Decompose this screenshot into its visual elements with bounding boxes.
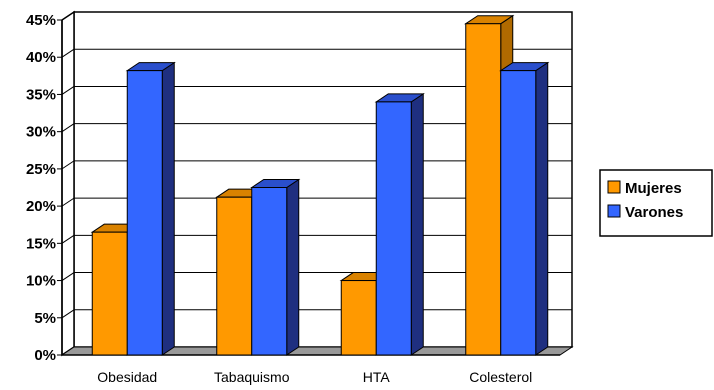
y-tick-label: 20% — [26, 198, 56, 215]
gridline-depth — [61, 86, 75, 95]
legend-label-varones: Varones — [625, 204, 683, 221]
y-tick-label: 5% — [34, 310, 56, 327]
legend-swatch-mujeres — [607, 180, 621, 194]
x-tick-label: Obesidad — [97, 369, 157, 385]
y-tick-label: 0% — [34, 347, 56, 364]
gridline-depth — [61, 309, 75, 319]
bar-varones-tabaquismo — [251, 187, 288, 356]
bar-varones-obesidad — [126, 70, 163, 356]
gridline-depth — [61, 48, 75, 58]
bar-mujeres-obesidad — [91, 231, 128, 356]
bar-mujeres-colesterol — [465, 23, 502, 356]
legend-label-mujeres: Mujeres — [625, 180, 682, 197]
y-tick-label: 30% — [26, 124, 56, 141]
y-tick-label: 15% — [26, 235, 56, 252]
y-tick-label: 35% — [26, 86, 56, 103]
y-tick-label: 40% — [26, 49, 56, 66]
bar-mujeres-tabaquismo — [216, 196, 253, 356]
bar-side — [410, 92, 424, 356]
gridline-depth — [61, 234, 75, 244]
gridline-depth — [61, 123, 75, 133]
gridline-depth — [61, 160, 75, 170]
x-tick-label: Tabaquismo — [214, 369, 290, 385]
bar-side — [535, 61, 549, 356]
x-tick-label: Colesterol — [469, 369, 532, 385]
y-tick-label: 45% — [26, 12, 56, 29]
bar-varones-colesterol — [500, 70, 537, 356]
bar-side — [161, 61, 175, 356]
gridline-depth — [61, 11, 75, 21]
bar-side — [286, 178, 300, 356]
plot-side-wall — [61, 10, 75, 357]
x-tick-label: HTA — [363, 369, 391, 385]
gridline-depth — [61, 272, 75, 281]
legend-swatch-varones — [607, 204, 621, 218]
y-tick-label: 25% — [26, 161, 56, 178]
bar-varones-hta — [375, 101, 412, 356]
gridline-depth — [61, 197, 75, 207]
bar-mujeres-hta — [340, 280, 377, 356]
y-tick-label: 10% — [26, 273, 56, 290]
